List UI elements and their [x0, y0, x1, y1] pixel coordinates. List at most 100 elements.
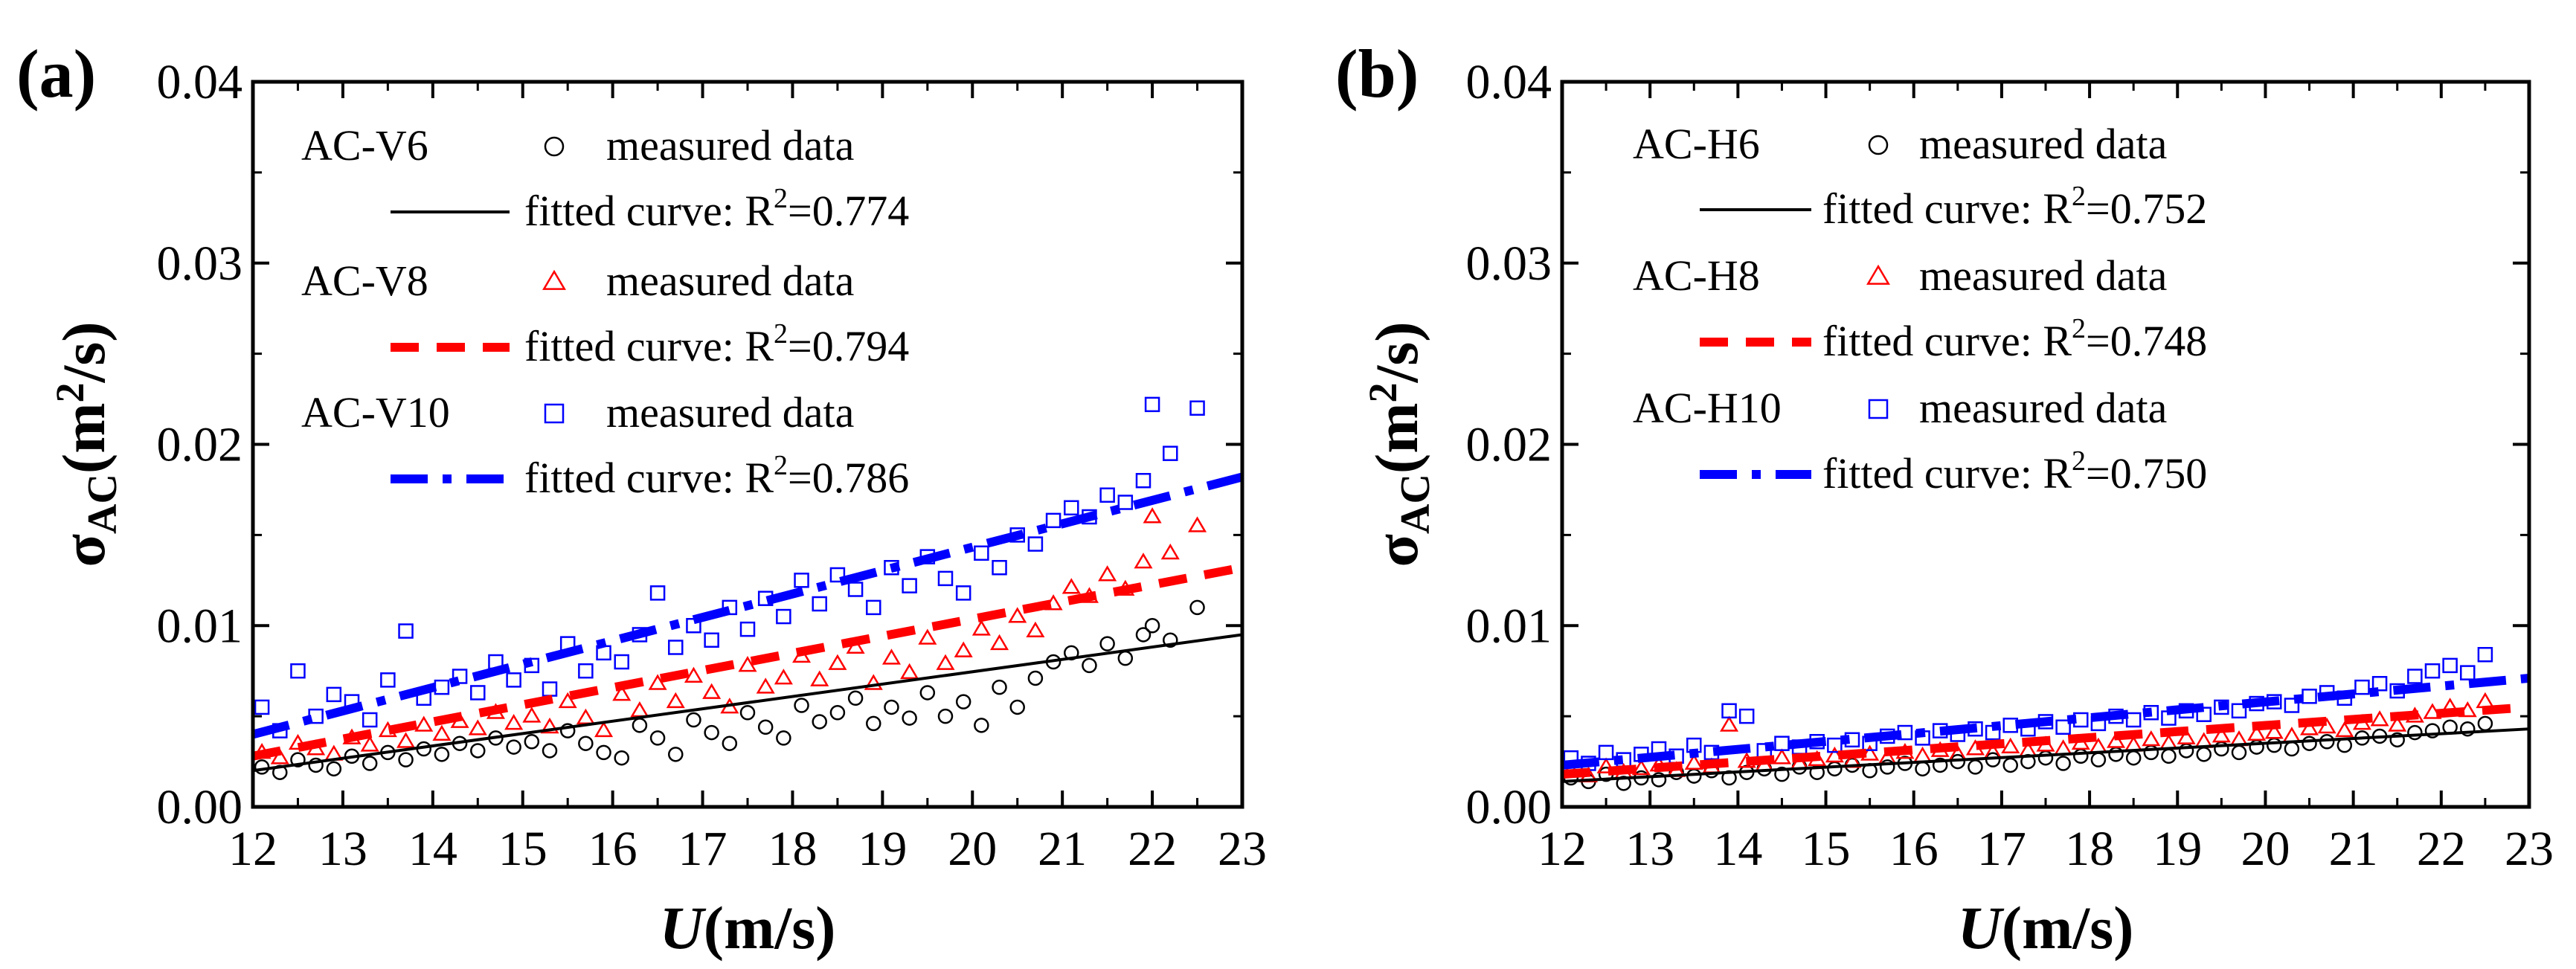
data-point	[2284, 741, 2300, 757]
data-point	[2125, 750, 2142, 766]
y-axis-unit-superscript: 2	[1361, 382, 1405, 402]
data-point	[704, 724, 719, 741]
data-point	[2231, 703, 2247, 719]
y-tick-label: 0.02	[157, 418, 243, 472]
data-point	[1045, 512, 1061, 529]
legend-marker	[1866, 264, 1890, 285]
legend-fit-prefix: fitted curve: R	[1822, 449, 2072, 498]
data-point	[1143, 507, 1162, 524]
data-point	[847, 690, 864, 706]
data-point	[704, 632, 719, 648]
data-point	[380, 672, 396, 688]
legend-measured-label: measured data	[606, 388, 854, 437]
fit-line-AC-V6	[252, 633, 1243, 773]
data-point	[2302, 735, 2317, 751]
y-tick-label: 0.04	[1466, 55, 1552, 109]
data-point	[594, 721, 614, 738]
data-point	[542, 681, 558, 697]
data-point	[1596, 757, 1616, 773]
data-point	[434, 679, 450, 695]
legend-fit-superscript: 2	[774, 318, 788, 350]
data-point	[2335, 721, 2354, 738]
legend-fit-label: fitted curve: R2=0.786	[524, 450, 909, 502]
data-point	[2267, 737, 2282, 753]
data-point	[974, 545, 989, 561]
data-point	[774, 669, 793, 685]
data-point	[2231, 744, 2247, 761]
data-point	[270, 748, 289, 764]
legend-marker	[1868, 399, 1889, 419]
data-point	[1027, 670, 1044, 686]
x-axis-variable: U	[660, 894, 707, 962]
x-tick-label: 12	[1538, 822, 1587, 876]
legend-fit-label: fitted curve: R2=0.794	[524, 318, 909, 370]
data-point	[829, 705, 846, 721]
series-AC-H6-points	[1563, 715, 2493, 791]
data-point	[2107, 732, 2126, 748]
data-point	[776, 730, 791, 746]
data-point	[2073, 748, 2089, 764]
data-point	[919, 685, 936, 701]
legend-marker	[1868, 135, 1889, 155]
legend-series-name: AC-V10	[301, 388, 450, 437]
data-point	[1144, 396, 1160, 413]
legend-fit-prefix: fitted curve: R	[1822, 184, 2072, 233]
legend-fit-prefix: fitted curve: R	[524, 454, 774, 502]
data-point	[738, 656, 757, 672]
data-point	[614, 654, 629, 670]
panel-a: (a)12 13 14 15 16 17 18 19 20 21 22 230.000.010.020…	[16, 36, 1267, 962]
legend-series-name: AC-V8	[301, 257, 428, 305]
data-point	[1163, 445, 1178, 461]
y-tick-label: 0.04	[157, 55, 243, 109]
data-point	[2424, 663, 2441, 679]
data-point	[1915, 761, 1930, 777]
data-point	[739, 705, 756, 721]
x-tick-label: 19	[858, 822, 907, 876]
data-point	[2354, 679, 2370, 695]
data-point	[2247, 724, 2267, 741]
legend-fit-superscript: 2	[2072, 445, 2086, 477]
x-axis-title: U(m/s)	[660, 894, 836, 962]
data-point	[1135, 627, 1152, 643]
data-point	[992, 679, 1007, 695]
panel-b: (b)12 13 14 15 16 17 18 19 20 21 22 230.000.010.020…	[1335, 36, 2554, 962]
data-point	[1932, 757, 1948, 773]
data-point	[2196, 706, 2212, 722]
data-point	[649, 585, 666, 601]
data-point	[810, 670, 829, 686]
x-tick-label: 17	[1977, 822, 2026, 876]
data-point	[1188, 516, 1207, 532]
data-point	[2108, 747, 2124, 762]
data-point	[2424, 723, 2441, 738]
x-tick-label: 23	[1218, 822, 1267, 876]
x-tick-label: 15	[1802, 822, 1851, 876]
data-point	[612, 685, 632, 701]
legend-fit-label: fitted curve: R2=0.748	[1822, 313, 2207, 365]
data-point	[2389, 732, 2405, 748]
fit-line-AC-V10	[251, 472, 1244, 739]
legend-fit-superscript: 2	[2072, 181, 2086, 212]
data-point	[558, 692, 577, 709]
legend-fit-value: =0.794	[788, 322, 909, 370]
data-point	[757, 719, 774, 735]
legend-measured-label: measured data	[1919, 251, 2167, 300]
y-axis-sigma: σ	[50, 534, 118, 567]
x-tick-label: 19	[2153, 822, 2202, 876]
y-tick-label: 0.00	[157, 780, 243, 834]
data-point	[596, 744, 611, 761]
data-point	[254, 759, 270, 775]
data-point	[1135, 473, 1152, 489]
x-tick-label: 14	[408, 822, 457, 876]
x-tick-label: 22	[1128, 822, 1177, 876]
data-point	[794, 573, 809, 588]
series-AC-V10-points	[254, 396, 1205, 738]
data-point	[2161, 748, 2177, 764]
data-point	[2460, 665, 2476, 680]
legend-fit-label: fitted curve: R2=0.750	[1822, 445, 2207, 498]
data-point	[2125, 712, 2142, 728]
data-point	[468, 719, 487, 735]
data-point	[576, 708, 595, 725]
data-point	[470, 743, 486, 759]
